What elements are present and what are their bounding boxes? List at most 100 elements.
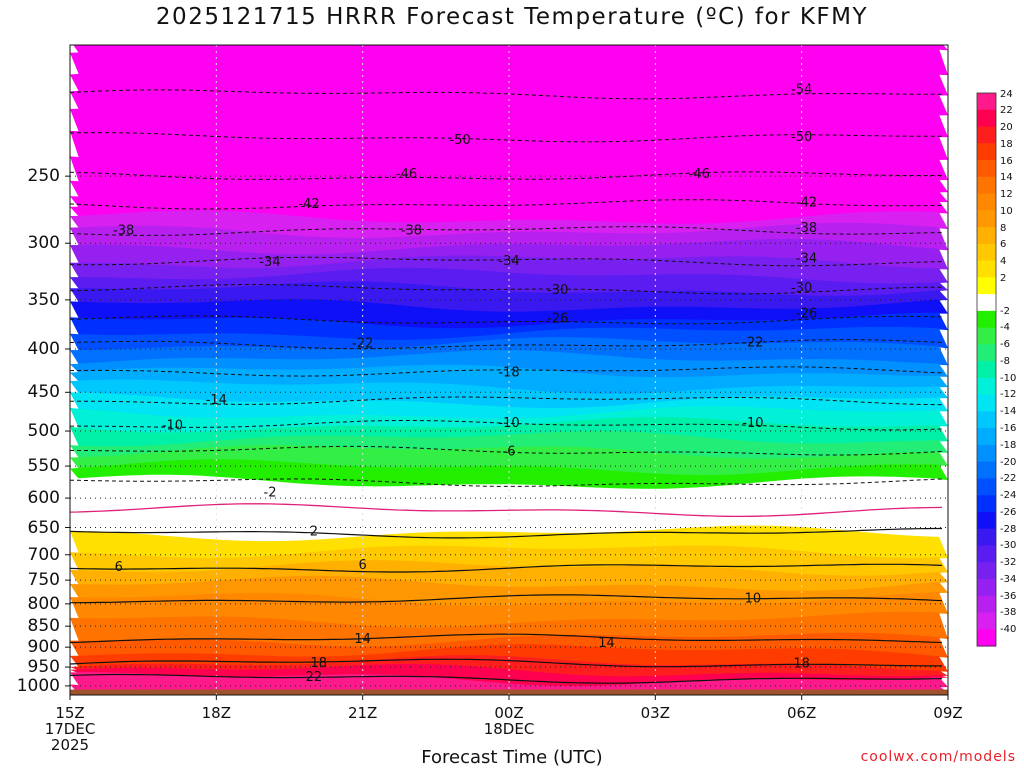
y-tick-label: 750 [27,570,60,591]
colorbar-swatch [977,612,996,630]
colorbar-swatch [977,327,996,345]
colorbar-label: -36 [1000,590,1017,602]
colorbar-label: 20 [1000,122,1013,134]
colorbar-label: -20 [1000,456,1017,468]
ground-layer [70,689,948,695]
contour-label: 18 [310,656,327,671]
contour-label: -34 [498,254,519,269]
temperature-band [70,392,948,420]
colorbar-swatch [977,294,996,312]
contour-label: 2 [310,524,318,539]
svg-text:-30: -30 [547,283,568,298]
colorbar-label: -22 [1000,473,1017,485]
svg-text:-54: -54 [791,83,812,98]
colorbar-label: 4 [1000,256,1007,268]
y-tick-label: 650 [27,517,60,538]
colorbar-label: 16 [1000,155,1013,167]
svg-text:-26: -26 [547,311,568,326]
svg-text:-34: -34 [796,252,817,267]
colorbar-swatch [977,361,996,379]
colorbar-label: 24 [1000,88,1013,100]
colorbar-swatch [977,562,996,580]
colorbar-swatch [977,461,996,480]
x-tick-label-line: 03Z [640,704,671,722]
temperature-band [70,210,948,239]
x-tick-label: 03Z [625,705,685,721]
contour-label: -22 [352,336,373,351]
isotherm-line [70,284,942,295]
contour-label: -10 [742,416,763,431]
colorbar-swatch [977,243,996,262]
svg-text:-46: -46 [396,167,417,182]
svg-text:-50: -50 [791,130,812,145]
credit-link[interactable]: coolwx.com/models [860,749,1016,765]
colorbar-swatch [977,126,996,144]
contour-label: -26 [796,306,817,321]
colorbar-swatch [977,109,996,128]
contour-label: -2 [264,485,277,500]
contour-label: 14 [598,636,615,651]
contour-label: -10 [162,418,183,433]
contour-label: -50 [450,133,471,148]
colorbar-label: -4 [1000,322,1010,334]
contour-label: -26 [547,311,568,326]
colorbar-label: -18 [1000,439,1017,451]
isotherm-line [70,527,942,539]
svg-text:22: 22 [306,670,323,685]
contour-label: -22 [742,336,763,351]
temperature-band [70,255,948,285]
colorbar-swatch [977,143,996,161]
svg-text:-14: -14 [206,393,227,408]
isotherm-line [70,132,943,143]
colorbar-label: 8 [1000,222,1007,234]
x-tick-label: 06Z [772,705,832,721]
contour-label: -14 [206,393,227,408]
y-tick-label: 250 [27,166,60,187]
colorbar-label: -6 [1000,339,1010,351]
isotherm-line [70,594,943,604]
colorbar-swatch [977,595,996,614]
colorbar-label: 6 [1000,239,1007,251]
contour-label: -46 [396,167,417,182]
contour-label: -46 [689,167,710,182]
x-tick-label-line: 21Z [347,704,378,722]
y-tick-label: 600 [27,488,60,509]
colorbar-swatch [977,578,996,597]
y-tick-label: 1000 [16,675,60,696]
svg-text:18: 18 [310,656,327,671]
isotherm-line [70,256,943,267]
svg-text:-34: -34 [259,255,280,270]
freezing-line [70,503,943,518]
svg-text:-50: -50 [450,133,471,148]
svg-text:-10: -10 [162,418,183,433]
colorbar-label: 10 [1000,205,1013,217]
x-tick-label: 21Z [333,705,393,721]
svg-text:14: 14 [598,636,615,651]
isotherm-line [70,366,943,377]
isotherm-line [70,396,943,406]
svg-text:-22: -22 [742,336,763,351]
colorbar-swatch [977,528,996,547]
isotherm-line [70,315,943,325]
colorbar-swatch [977,176,996,195]
svg-text:-46: -46 [689,167,710,182]
colorbar-swatch [977,310,996,329]
colorbar-swatch [977,277,996,295]
colorbar-label: -14 [1000,406,1017,418]
contour-label: 22 [306,670,323,685]
chart-title: 2025121715 HRRR Forecast Temperature (ºC… [155,4,869,30]
contour-label: -30 [791,281,812,296]
colorbar-swatch [977,160,996,178]
contour-label: 6 [359,558,367,573]
isotherm-line [70,420,943,431]
temperature-band [70,196,948,225]
colorbar-label: -10 [1000,372,1017,384]
colorbar-label: -12 [1000,389,1017,401]
svg-text:6: 6 [359,558,367,573]
y-tick-label: 550 [27,456,60,477]
isotherm-line [70,445,943,456]
colorbar-label: 12 [1000,189,1013,201]
isotherm-line [70,339,943,350]
temperature-band [73,45,948,54]
colorbar-label: -26 [1000,506,1017,518]
